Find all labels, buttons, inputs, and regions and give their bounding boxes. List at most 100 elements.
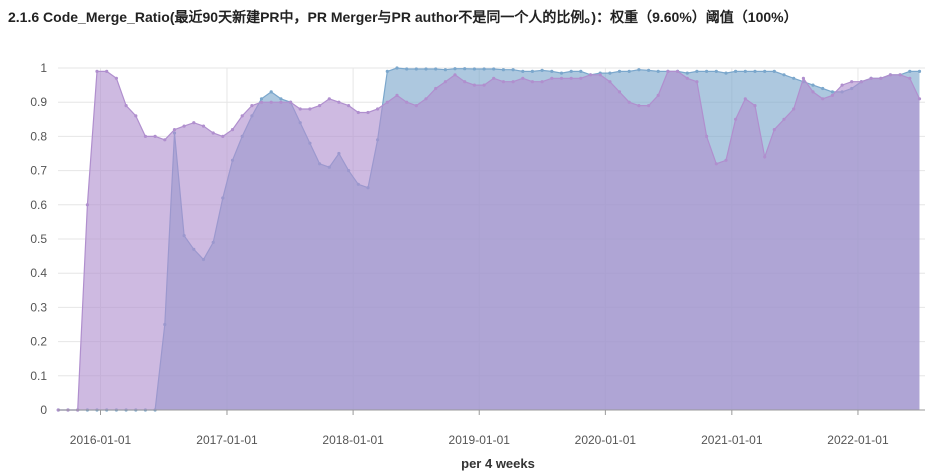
- data-point: [608, 71, 612, 75]
- data-point: [337, 100, 341, 104]
- y-tick-label: 0.4: [30, 266, 47, 280]
- data-point: [530, 69, 535, 73]
- data-point: [259, 97, 264, 101]
- data-point: [530, 80, 535, 84]
- data-point: [182, 124, 186, 128]
- data-point: [647, 104, 651, 108]
- data-point: [724, 158, 728, 162]
- y-tick-label: 0: [40, 403, 47, 417]
- data-point: [695, 80, 699, 84]
- data-point: [588, 73, 593, 77]
- data-point: [453, 73, 457, 77]
- x-tick-label: 2017-01-01: [196, 433, 258, 447]
- series-areas: [56, 66, 922, 412]
- data-point: [463, 67, 467, 71]
- x-tick-label: 2020-01-01: [575, 433, 637, 447]
- y-tick-label: 1: [40, 61, 47, 75]
- data-point: [772, 69, 776, 73]
- data-point: [221, 134, 225, 138]
- data-point: [521, 69, 525, 73]
- data-point: [898, 73, 902, 77]
- data-point: [501, 80, 505, 84]
- data-point: [85, 203, 89, 207]
- data-point: [308, 107, 312, 111]
- data-point: [356, 110, 360, 115]
- series-area: [58, 71, 920, 411]
- data-point: [908, 69, 912, 73]
- data-point: [685, 71, 689, 75]
- data-point: [705, 134, 709, 138]
- y-tick-label: 0.5: [30, 232, 47, 246]
- data-point: [569, 69, 573, 73]
- y-tick-label: 0.3: [30, 300, 47, 314]
- data-point: [124, 104, 128, 108]
- x-axis: 2016-01-01 2017-01-01 2018-01-01 2019-01-01…: [58, 409, 925, 447]
- data-point: [666, 69, 670, 73]
- data-point: [569, 76, 573, 80]
- data-point: [772, 128, 776, 132]
- data-point: [888, 73, 893, 77]
- chart-title: 2.1.6 Code_Merge_Ratio(最近90天新建PR中，PR Mer…: [8, 9, 798, 25]
- data-point: [821, 97, 825, 101]
- data-point: [695, 69, 699, 73]
- data-point: [859, 80, 864, 84]
- data-point: [114, 76, 118, 80]
- data-point: [395, 66, 399, 70]
- data-point: [792, 107, 796, 111]
- data-point: [134, 114, 138, 118]
- data-point: [540, 68, 544, 72]
- y-tick-label: 0.8: [30, 129, 47, 143]
- data-point: [463, 80, 467, 84]
- data-point: [850, 80, 854, 84]
- data-point: [163, 138, 167, 142]
- data-point: [559, 76, 564, 80]
- data-point: [908, 76, 912, 80]
- data-point: [656, 93, 660, 97]
- data-point: [511, 80, 515, 84]
- data-point: [579, 69, 583, 73]
- data-point: [714, 69, 718, 73]
- data-point: [637, 104, 641, 108]
- data-point: [211, 131, 215, 135]
- data-point: [143, 134, 147, 138]
- data-point: [240, 114, 244, 118]
- data-point: [830, 93, 835, 97]
- data-point: [482, 67, 486, 71]
- data-point: [511, 68, 515, 72]
- x-tick-label: 2019-01-01: [449, 433, 511, 447]
- data-point: [550, 76, 554, 80]
- data-point: [801, 76, 806, 80]
- data-point: [724, 71, 728, 75]
- data-point: [521, 76, 525, 80]
- data-point: [714, 162, 718, 166]
- data-point: [385, 69, 389, 73]
- x-axis-label: per 4 weeks: [461, 456, 535, 471]
- data-point: [617, 90, 622, 94]
- data-point: [492, 67, 496, 71]
- data-point: [879, 76, 883, 80]
- data-point: [656, 69, 660, 73]
- y-tick-label: 0.2: [30, 335, 47, 349]
- data-point: [782, 73, 786, 77]
- data-point: [579, 76, 583, 80]
- y-tick-label: 0.7: [30, 164, 47, 178]
- series-line: [58, 70, 921, 411]
- y-axis: 0 0.1 0.2 0.3 0.4 0.5 0.6 0.7 0.8 0.9 1: [30, 61, 47, 417]
- data-point: [269, 100, 273, 104]
- x-tick-label: 2018-01-01: [322, 433, 384, 447]
- data-point: [443, 68, 447, 72]
- data-point: [327, 97, 331, 101]
- data-point: [550, 69, 554, 73]
- data-point: [734, 117, 738, 121]
- data-point: [472, 67, 476, 71]
- data-point: [627, 69, 631, 73]
- data-point: [472, 83, 476, 87]
- x-tick-label: 2021-01-01: [701, 433, 763, 447]
- data-point: [608, 80, 612, 84]
- data-point: [424, 97, 428, 101]
- data-point: [298, 107, 302, 111]
- data-point: [414, 67, 418, 71]
- data-point: [424, 67, 428, 71]
- data-point: [289, 100, 293, 104]
- data-point: [95, 69, 99, 73]
